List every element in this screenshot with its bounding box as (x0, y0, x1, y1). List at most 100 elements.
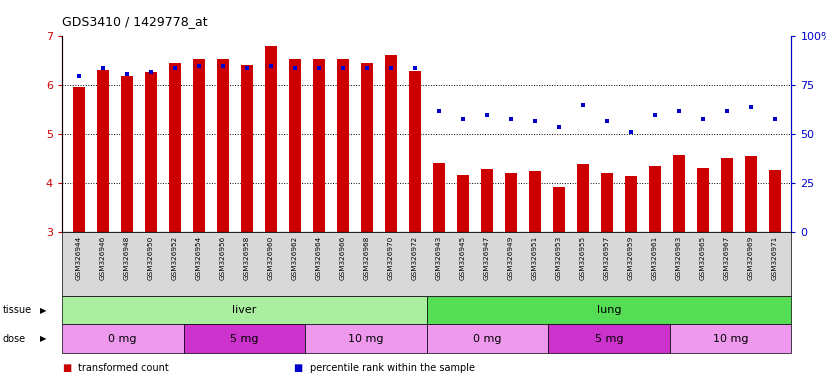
Text: percentile rank within the sample: percentile rank within the sample (310, 362, 475, 373)
Bar (192, 58, 205, 232)
Bar (548, 324, 670, 353)
Text: ▶: ▶ (40, 306, 46, 314)
Point (720, 108, 733, 114)
Text: 0 mg: 0 mg (473, 334, 501, 344)
Text: GSM326951: GSM326951 (532, 235, 538, 280)
Text: GSM326969: GSM326969 (748, 235, 753, 280)
Text: GSM326957: GSM326957 (604, 235, 610, 280)
Bar (670, 324, 791, 353)
Text: GSM326960: GSM326960 (268, 235, 273, 280)
Point (408, 65, 421, 71)
Point (144, 69, 157, 75)
Bar (337, 58, 349, 232)
Point (312, 65, 325, 71)
Point (552, 124, 565, 130)
Bar (648, 166, 661, 232)
Point (360, 65, 373, 71)
Point (648, 112, 661, 118)
Text: GSM326952: GSM326952 (172, 235, 178, 280)
Bar (505, 172, 516, 232)
Bar (529, 171, 540, 232)
Bar (183, 324, 305, 353)
Bar (768, 170, 781, 232)
Bar (720, 158, 733, 232)
Bar (169, 63, 181, 232)
Bar (73, 87, 85, 232)
Text: GSM326967: GSM326967 (724, 235, 729, 280)
Bar (601, 172, 613, 232)
Point (456, 116, 469, 122)
Bar (744, 156, 757, 232)
Point (288, 65, 301, 71)
Bar (62, 296, 426, 324)
Point (480, 112, 493, 118)
Text: GSM326961: GSM326961 (652, 235, 657, 280)
Text: 10 mg: 10 mg (713, 334, 748, 344)
Point (624, 129, 637, 136)
Point (600, 118, 613, 124)
Text: 10 mg: 10 mg (348, 334, 383, 344)
Text: GDS3410 / 1429778_at: GDS3410 / 1429778_at (62, 15, 207, 28)
Text: 0 mg: 0 mg (108, 334, 137, 344)
Bar (288, 58, 301, 232)
Bar (305, 324, 426, 353)
Text: lung: lung (596, 305, 621, 315)
Point (768, 116, 781, 122)
Point (120, 71, 133, 77)
Text: transformed count: transformed count (78, 362, 169, 373)
Text: GSM326964: GSM326964 (316, 235, 321, 280)
Bar (481, 169, 492, 232)
Text: GSM326955: GSM326955 (580, 235, 586, 280)
Text: GSM326953: GSM326953 (556, 235, 562, 280)
Text: GSM326962: GSM326962 (292, 235, 297, 280)
Point (72, 73, 85, 79)
Point (672, 108, 685, 114)
Bar (553, 187, 565, 232)
Point (216, 63, 230, 69)
Text: liver: liver (232, 305, 257, 315)
Text: GSM326956: GSM326956 (220, 235, 225, 280)
Bar (409, 71, 420, 232)
Bar (97, 70, 109, 232)
Point (169, 65, 182, 71)
Text: GSM326950: GSM326950 (148, 235, 154, 280)
Bar (216, 58, 229, 232)
Point (96, 65, 109, 71)
Text: ■: ■ (62, 362, 71, 373)
Text: GSM326972: GSM326972 (411, 235, 418, 280)
Text: GSM326958: GSM326958 (244, 235, 249, 280)
Text: GSM326959: GSM326959 (628, 235, 634, 280)
Text: ■: ■ (293, 362, 302, 373)
Text: GSM326947: GSM326947 (483, 235, 490, 280)
Point (336, 65, 349, 71)
Text: dose: dose (2, 334, 26, 344)
Text: GSM326954: GSM326954 (196, 235, 202, 280)
Text: GSM326963: GSM326963 (676, 235, 681, 280)
Point (264, 63, 278, 69)
Bar (696, 168, 709, 232)
Text: GSM326968: GSM326968 (363, 235, 370, 280)
Point (240, 65, 254, 71)
Point (744, 104, 757, 110)
Bar (62, 324, 183, 353)
Point (528, 118, 541, 124)
Bar (433, 163, 444, 232)
Bar (264, 46, 277, 232)
Text: GSM326965: GSM326965 (700, 235, 705, 280)
Point (576, 102, 589, 108)
Text: GSM326966: GSM326966 (339, 235, 345, 280)
Text: GSM326944: GSM326944 (76, 235, 82, 280)
Text: GSM326971: GSM326971 (771, 235, 777, 280)
Bar (457, 175, 468, 232)
Text: tissue: tissue (2, 305, 31, 315)
Bar (426, 296, 791, 324)
Bar (121, 76, 133, 232)
Bar (624, 176, 637, 232)
Point (192, 63, 206, 69)
Bar (240, 65, 253, 232)
Bar (361, 63, 373, 232)
Point (696, 116, 710, 122)
Text: 5 mg: 5 mg (230, 334, 259, 344)
Text: ▶: ▶ (40, 334, 46, 343)
Text: GSM326948: GSM326948 (124, 235, 130, 280)
